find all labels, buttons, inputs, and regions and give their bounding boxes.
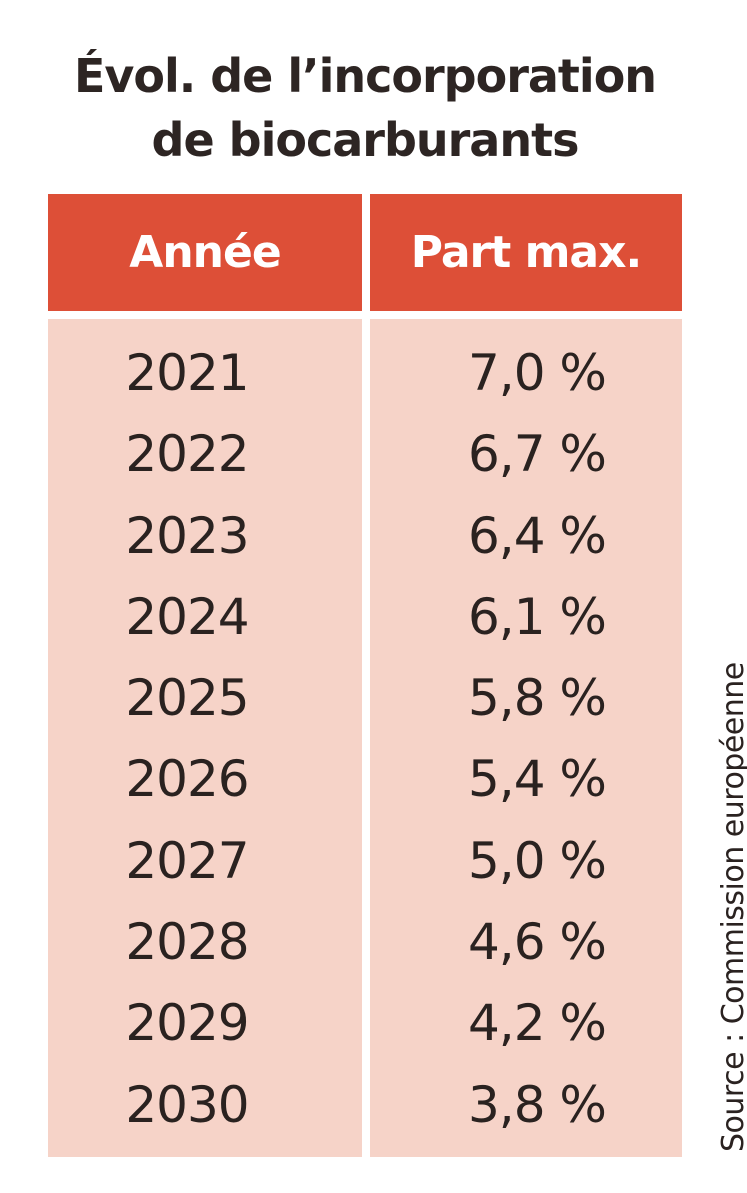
table-cell-share: 5,8 % xyxy=(468,669,607,728)
title-line-1: Évol. de l’incorporation xyxy=(73,49,657,103)
table-cell-year: 2030 xyxy=(125,1075,249,1134)
table-cell-share: 4,2 % xyxy=(468,994,607,1053)
table-cell-year: 2025 xyxy=(125,669,249,728)
table-cell-year: 2021 xyxy=(125,344,249,402)
table-cell-share: 5,0 % xyxy=(468,831,607,890)
column-header-share: Part max. xyxy=(370,194,682,311)
chart-title: Évol. de l’incorporation de biocarburant… xyxy=(0,44,730,172)
table-cell-year: 2027 xyxy=(125,831,249,890)
table-cell-share: 6,7 % xyxy=(468,425,607,484)
table-cell-share: 3,8 % xyxy=(468,1075,607,1134)
table-cell-share: 7,0 % xyxy=(468,344,607,402)
year-rows: 2021 2022 2023 2024 2025 2026 2027 2028 2029 2030 xyxy=(48,333,362,1146)
table-cell-share: 4,6 % xyxy=(468,913,607,972)
table-cell-share: 5,4 % xyxy=(468,750,607,809)
share-rows: 7,0 % 6,7 % 6,4 % 6,1 % 5,8 % 5,4 % 5,0 % 4,6 %… xyxy=(370,333,682,1146)
table-cell-share: 6,4 % xyxy=(468,506,607,565)
table-cell-year: 2026 xyxy=(125,750,249,809)
table-cell-year: 2022 xyxy=(125,425,249,484)
year-column: 2021 2022 2023 2024 2025 2026 2027 2028 2029 2030 xyxy=(48,319,362,1157)
table-cell-year: 2028 xyxy=(125,913,249,972)
table-cell-year: 2023 xyxy=(125,506,249,565)
data-table: Année Part max. 2021 2022 2023 2024 2025 2026… xyxy=(48,194,682,1157)
table-cell-share: 6,1 % xyxy=(468,587,607,646)
title-line-2: de biocarburants xyxy=(151,113,580,167)
column-header-year: Année xyxy=(48,194,362,311)
table-cell-year: 2029 xyxy=(125,994,249,1053)
source-note: Source : Commission européenne xyxy=(716,662,747,1152)
table-cell-year: 2024 xyxy=(125,587,249,646)
share-column: 7,0 % 6,7 % 6,4 % 6,1 % 5,8 % 5,4 % 5,0 % 4,6 %… xyxy=(370,319,682,1157)
